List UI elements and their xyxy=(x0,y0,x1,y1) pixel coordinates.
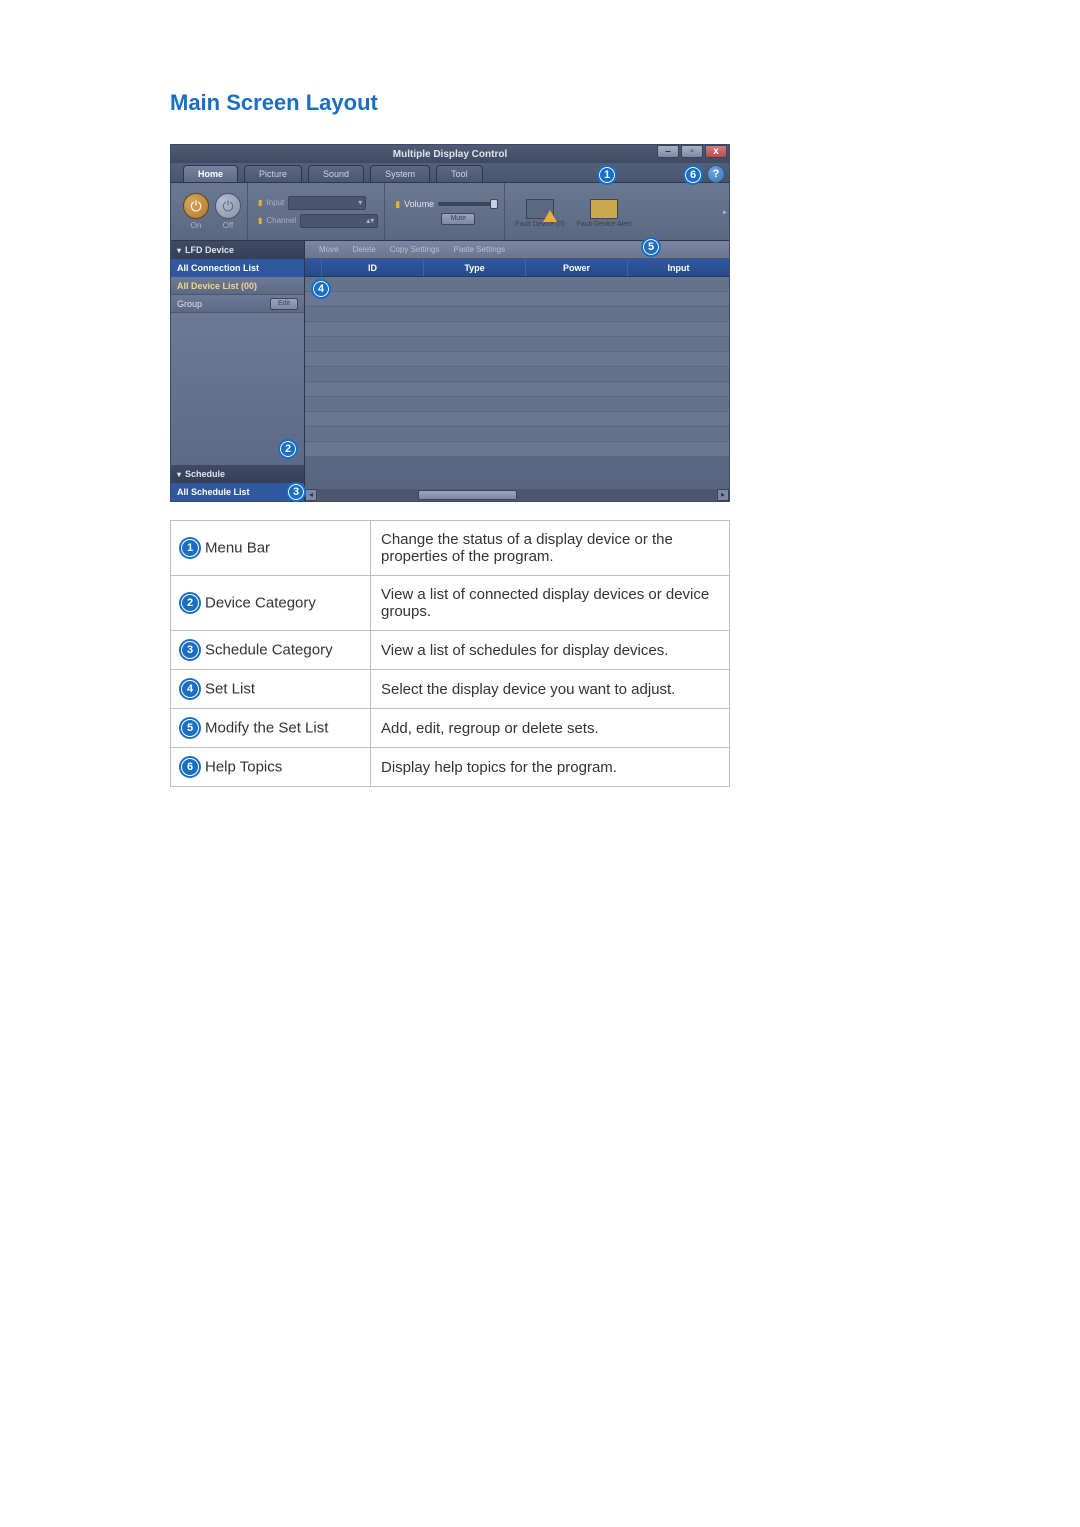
legend-label-2: Device Category xyxy=(205,595,316,612)
legend-label-4: Set List xyxy=(205,681,255,698)
tab-system[interactable]: System xyxy=(370,165,430,182)
all-device-list[interactable]: All Device List (00) xyxy=(171,277,304,295)
fault-group: Fault Device (0) Fault Device Alert xyxy=(509,183,637,240)
input-label: Input xyxy=(266,198,284,207)
workspace: ▾LFD Device All Connection List All Devi… xyxy=(171,241,729,501)
window-controls: – ▫ x xyxy=(657,145,727,158)
horizontal-scrollbar[interactable]: ◂ ▸ xyxy=(305,489,729,501)
grid-header: ID Type Power Input xyxy=(305,259,729,277)
badge-2: 2 xyxy=(181,594,199,612)
lfd-header[interactable]: ▾LFD Device xyxy=(171,241,304,259)
all-connection-list[interactable]: All Connection List xyxy=(171,259,304,277)
mute-button[interactable]: Mute xyxy=(441,213,475,225)
scroll-left-icon[interactable]: ◂ xyxy=(305,489,317,501)
edit-button[interactable]: Edit xyxy=(270,298,298,310)
legend-desc-2: View a list of connected display devices… xyxy=(371,576,730,631)
monitor-warning-icon xyxy=(526,199,554,219)
callout-5: 5 xyxy=(641,237,661,257)
col-input[interactable]: Input xyxy=(627,259,729,276)
legend-label-3: Schedule Category xyxy=(205,642,333,659)
legend-desc-5: Add, edit, regroup or delete sets. xyxy=(371,709,730,748)
page-title: Main Screen Layout xyxy=(170,90,910,116)
legend-row: 6 Help Topics Display help topics for the… xyxy=(171,748,730,787)
col-id[interactable]: ID xyxy=(321,259,423,276)
action-paste[interactable]: Paste Settings xyxy=(454,245,506,254)
legend-row: 3 Schedule Category View a list of schedu… xyxy=(171,631,730,670)
volume-group: ▮ Volume Mute xyxy=(389,183,505,240)
action-move[interactable]: Move xyxy=(319,245,339,254)
legend-row: 5 Modify the Set List Add, edit, regroup … xyxy=(171,709,730,748)
all-schedule-list[interactable]: All Schedule List 3 xyxy=(171,483,304,501)
channel-label: Channel xyxy=(266,216,296,225)
badge-6: 6 xyxy=(181,758,199,776)
fault-alert-item[interactable]: Fault Device Alert xyxy=(577,199,632,228)
legend-table: 1 Menu Bar Change the status of a display… xyxy=(170,520,730,787)
fault-device-item[interactable]: Fault Device (0) xyxy=(515,199,564,228)
col-type[interactable]: Type xyxy=(423,259,525,276)
app-window: Multiple Display Control – ▫ x Home Pict… xyxy=(170,144,730,502)
group-row: Group Edit xyxy=(171,295,304,313)
tab-tool[interactable]: Tool xyxy=(436,165,483,182)
badge-4: 4 xyxy=(181,680,199,698)
tab-row: Home Picture Sound System Tool 1 6 ? xyxy=(171,163,729,183)
power-group: ⏻ On ⏻ Off xyxy=(177,183,248,240)
minimize-button[interactable]: – xyxy=(657,145,679,158)
badge-5: 5 xyxy=(181,719,199,737)
volume-slider[interactable] xyxy=(438,202,498,206)
window-title: Multiple Display Control xyxy=(393,149,507,160)
callout-6: 6 xyxy=(683,165,703,185)
callout-2: 2 xyxy=(278,439,298,459)
ribbon: ⏻ On ⏻ Off ▮ Input ▾ ▮ Channel ▴▾ xyxy=(171,183,729,241)
channel-stepper[interactable]: ▴▾ xyxy=(300,214,378,228)
power-on-label: On xyxy=(191,221,202,230)
badge-1: 1 xyxy=(181,539,199,557)
action-row: Move Delete Copy Settings Paste Settings xyxy=(305,241,729,259)
grid-body: 4 xyxy=(305,277,729,489)
legend-desc-4: Select the display device you want to ad… xyxy=(371,670,730,709)
legend-label-5: Modify the Set List xyxy=(205,720,328,737)
legend-row: 1 Menu Bar Change the status of a display… xyxy=(171,521,730,576)
tab-picture[interactable]: Picture xyxy=(244,165,302,182)
badge-3: 3 xyxy=(181,641,199,659)
power-on-button[interactable]: ⏻ xyxy=(183,193,209,219)
main-area: Move Delete Copy Settings Paste Settings… xyxy=(305,241,729,501)
legend-label-6: Help Topics xyxy=(205,759,282,776)
power-off-label: Off xyxy=(223,221,234,230)
col-power[interactable]: Power xyxy=(525,259,627,276)
legend-label-1: Menu Bar xyxy=(205,540,270,557)
maximize-button[interactable]: ▫ xyxy=(681,145,703,158)
callout-3: 3 xyxy=(286,482,306,502)
callout-1: 1 xyxy=(597,165,617,185)
group-label: Group xyxy=(177,299,202,309)
titlebar: Multiple Display Control – ▫ x xyxy=(171,145,729,163)
tab-home[interactable]: Home xyxy=(183,165,238,182)
action-copy[interactable]: Copy Settings xyxy=(390,245,440,254)
close-button[interactable]: x xyxy=(705,145,727,158)
ribbon-expand-icon[interactable]: ▸ xyxy=(723,207,727,216)
legend-row: 2 Device Category View a list of connecte… xyxy=(171,576,730,631)
callout-4: 4 xyxy=(311,279,331,299)
volume-label: Volume xyxy=(404,199,434,209)
schedule-header[interactable]: ▾Schedule xyxy=(171,465,304,483)
input-dropdown[interactable]: ▾ xyxy=(288,196,366,210)
scroll-right-icon[interactable]: ▸ xyxy=(717,489,729,501)
legend-row: 4 Set List Select the display device you … xyxy=(171,670,730,709)
power-off-button[interactable]: ⏻ xyxy=(215,193,241,219)
legend-desc-1: Change the status of a display device or… xyxy=(371,521,730,576)
tab-sound[interactable]: Sound xyxy=(308,165,364,182)
help-icon[interactable]: ? xyxy=(707,165,725,183)
legend-desc-6: Display help topics for the program. xyxy=(371,748,730,787)
alert-icon xyxy=(590,199,618,219)
action-delete[interactable]: Delete xyxy=(353,245,376,254)
legend-desc-3: View a list of schedules for display dev… xyxy=(371,631,730,670)
input-channel-group: ▮ Input ▾ ▮ Channel ▴▾ xyxy=(252,183,385,240)
sidebar: ▾LFD Device All Connection List All Devi… xyxy=(171,241,305,501)
